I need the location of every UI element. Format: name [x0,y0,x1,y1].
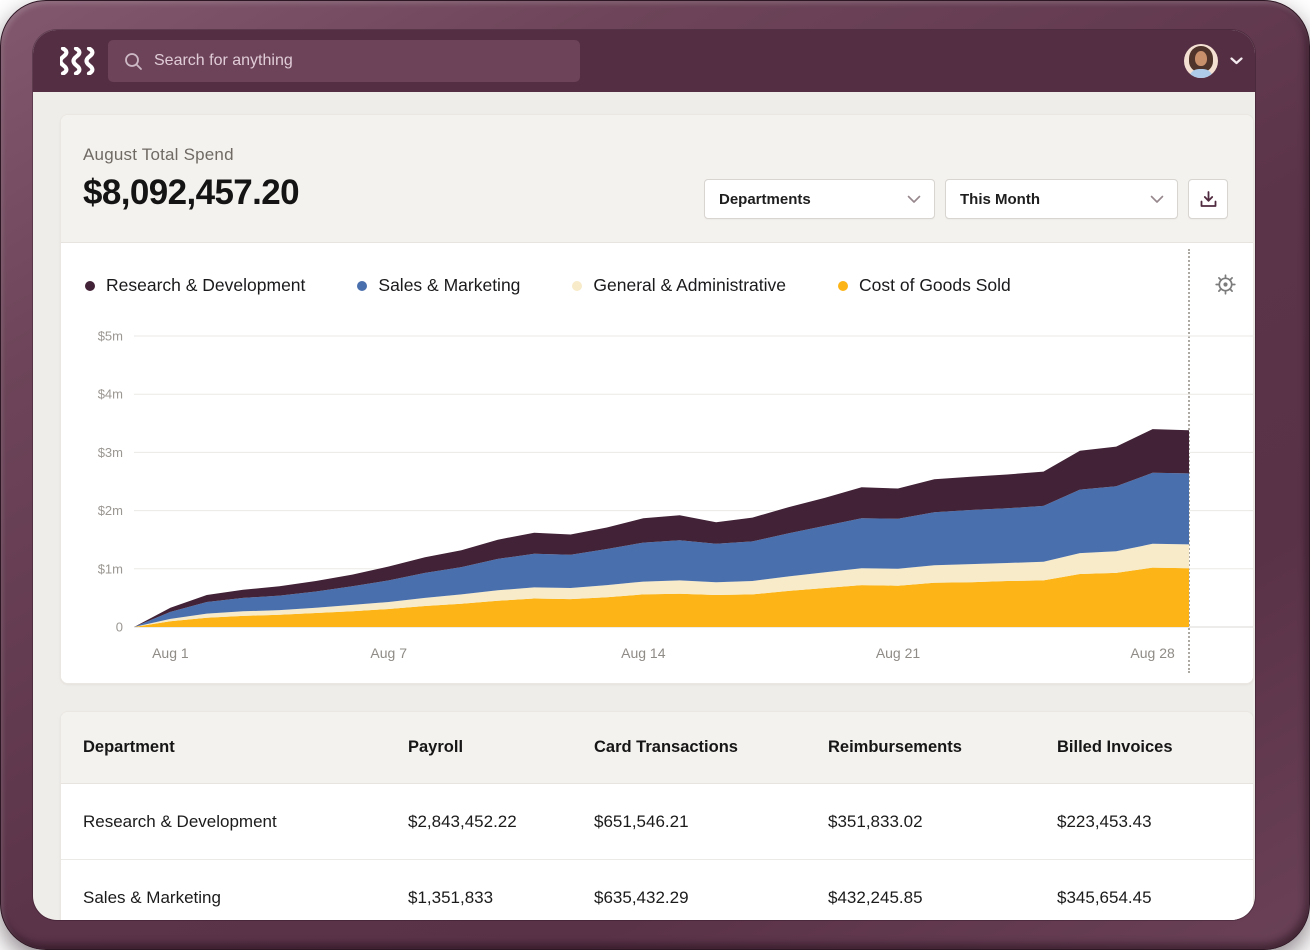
search-icon [125,52,142,70]
area-series-cost-of-goods-sold[interactable] [134,567,1189,627]
legend-label: Cost of Goods Sold [859,275,1011,295]
top-navigation-bar [33,30,1255,92]
app-screen: August Total Spend $8,092,457.20 Departm… [33,30,1255,920]
y-axis-tick-label: 0 [116,620,123,635]
date-range-dropdown-value: This Month [960,190,1040,208]
area-series-general-administrative[interactable] [134,543,1189,627]
legend-label: Sales & Marketing [378,275,521,295]
table-row[interactable]: Research & Development $2,843,452.22 $651,… [61,784,1253,860]
table-cell: $1,351,833 [408,887,494,907]
area-series-research-development[interactable] [134,429,1189,627]
table-header-row: Department Payroll Card Transactions Reimbu… [61,712,1253,784]
table-cell: Research & Development [83,811,277,831]
legend-label: Research & Development [106,275,306,295]
table-cell: $651,546.21 [594,811,689,831]
total-spend-amount: $8,092,457.20 [83,173,300,212]
column-header: Card Transactions [594,738,738,756]
rippling-logo-icon[interactable] [60,47,98,75]
main-content: August Total Spend $8,092,457.20 Departm… [33,92,1255,920]
departments-dropdown-value: Departments [719,190,811,208]
column-header: Department [83,738,175,756]
user-menu-button[interactable] [1180,30,1247,92]
column-header: Reimbursements [828,738,962,756]
y-axis-tick-label: $3m [98,445,123,460]
spend-card-header: August Total Spend $8,092,457.20 Departm… [61,115,1253,243]
chevron-down-icon [1150,195,1164,203]
legend-item[interactable]: Research & Development [85,275,305,296]
departments-dropdown[interactable]: Departments [704,179,935,219]
table-cell: $635,432.29 [594,887,689,907]
legend-dot-icon [838,280,849,291]
search-input[interactable] [154,52,580,70]
table-cell: $345,654.45 [1057,887,1152,907]
legend-item[interactable]: Cost of Goods Sold [838,275,1011,296]
y-axis-tick-label: $1m [98,561,123,576]
user-avatar [1184,44,1218,78]
spend-chart-section: Research & Development Sales & Marketing G… [61,243,1253,683]
table-cell: $351,833.02 [828,811,923,831]
stacked-area-chart[interactable]: $5m $4m $3m $2m $1m 0 Aug 1 Aug 7 Aug 14 Aug 21 Au… [61,321,1253,679]
y-axis-tick-label: $5m [98,329,123,344]
table-body: Research & Development $2,843,452.22 $651,… [61,784,1253,920]
column-header: Payroll [408,738,464,756]
table-cell: $223,453.43 [1057,811,1152,831]
chevron-down-icon [1230,57,1243,65]
legend-item[interactable]: General & Administrative [572,275,786,296]
table-cell: Sales & Marketing [83,887,221,907]
departments-table-card: Department Payroll Card Transactions Reimbu… [60,711,1254,920]
table-cell: $2,843,452.22 [408,811,517,831]
chart-legend: Research & Development Sales & Marketing G… [61,243,1253,296]
area-series-sales-marketing[interactable] [134,472,1189,627]
legend-dot-icon [572,280,583,291]
y-axis-tick-label: $4m [98,387,123,402]
download-button[interactable] [1188,179,1228,219]
global-search [108,40,580,82]
spend-card-title: August Total Spend [83,145,234,164]
chart-filters: Departments This Month [704,179,1228,219]
table-row[interactable]: Sales & Marketing $1,351,833 $635,432.29 $4… [61,860,1253,920]
legend-dot-icon [357,280,368,291]
x-axis-tick-label: Aug 21 [876,645,921,661]
legend-item[interactable]: Sales & Marketing [357,275,520,296]
column-header: Billed Invoices [1057,738,1173,756]
x-axis-tick-label: Aug 14 [621,645,666,661]
x-axis-tick-label: Aug 7 [370,645,407,661]
x-axis-tick-label: Aug 1 [152,645,189,661]
x-axis-tick-label: Aug 28 [1130,645,1175,661]
legend-label: General & Administrative [593,275,787,295]
date-range-dropdown[interactable]: This Month [945,179,1178,219]
spend-summary-card: August Total Spend $8,092,457.20 Departm… [60,114,1254,684]
chevron-down-icon [907,195,921,203]
y-axis-tick-label: $2m [98,503,123,518]
gear-icon[interactable] [1214,273,1237,296]
download-icon [1200,190,1216,207]
table-cell: $432,245.85 [828,887,923,907]
legend-dot-icon [85,280,95,291]
